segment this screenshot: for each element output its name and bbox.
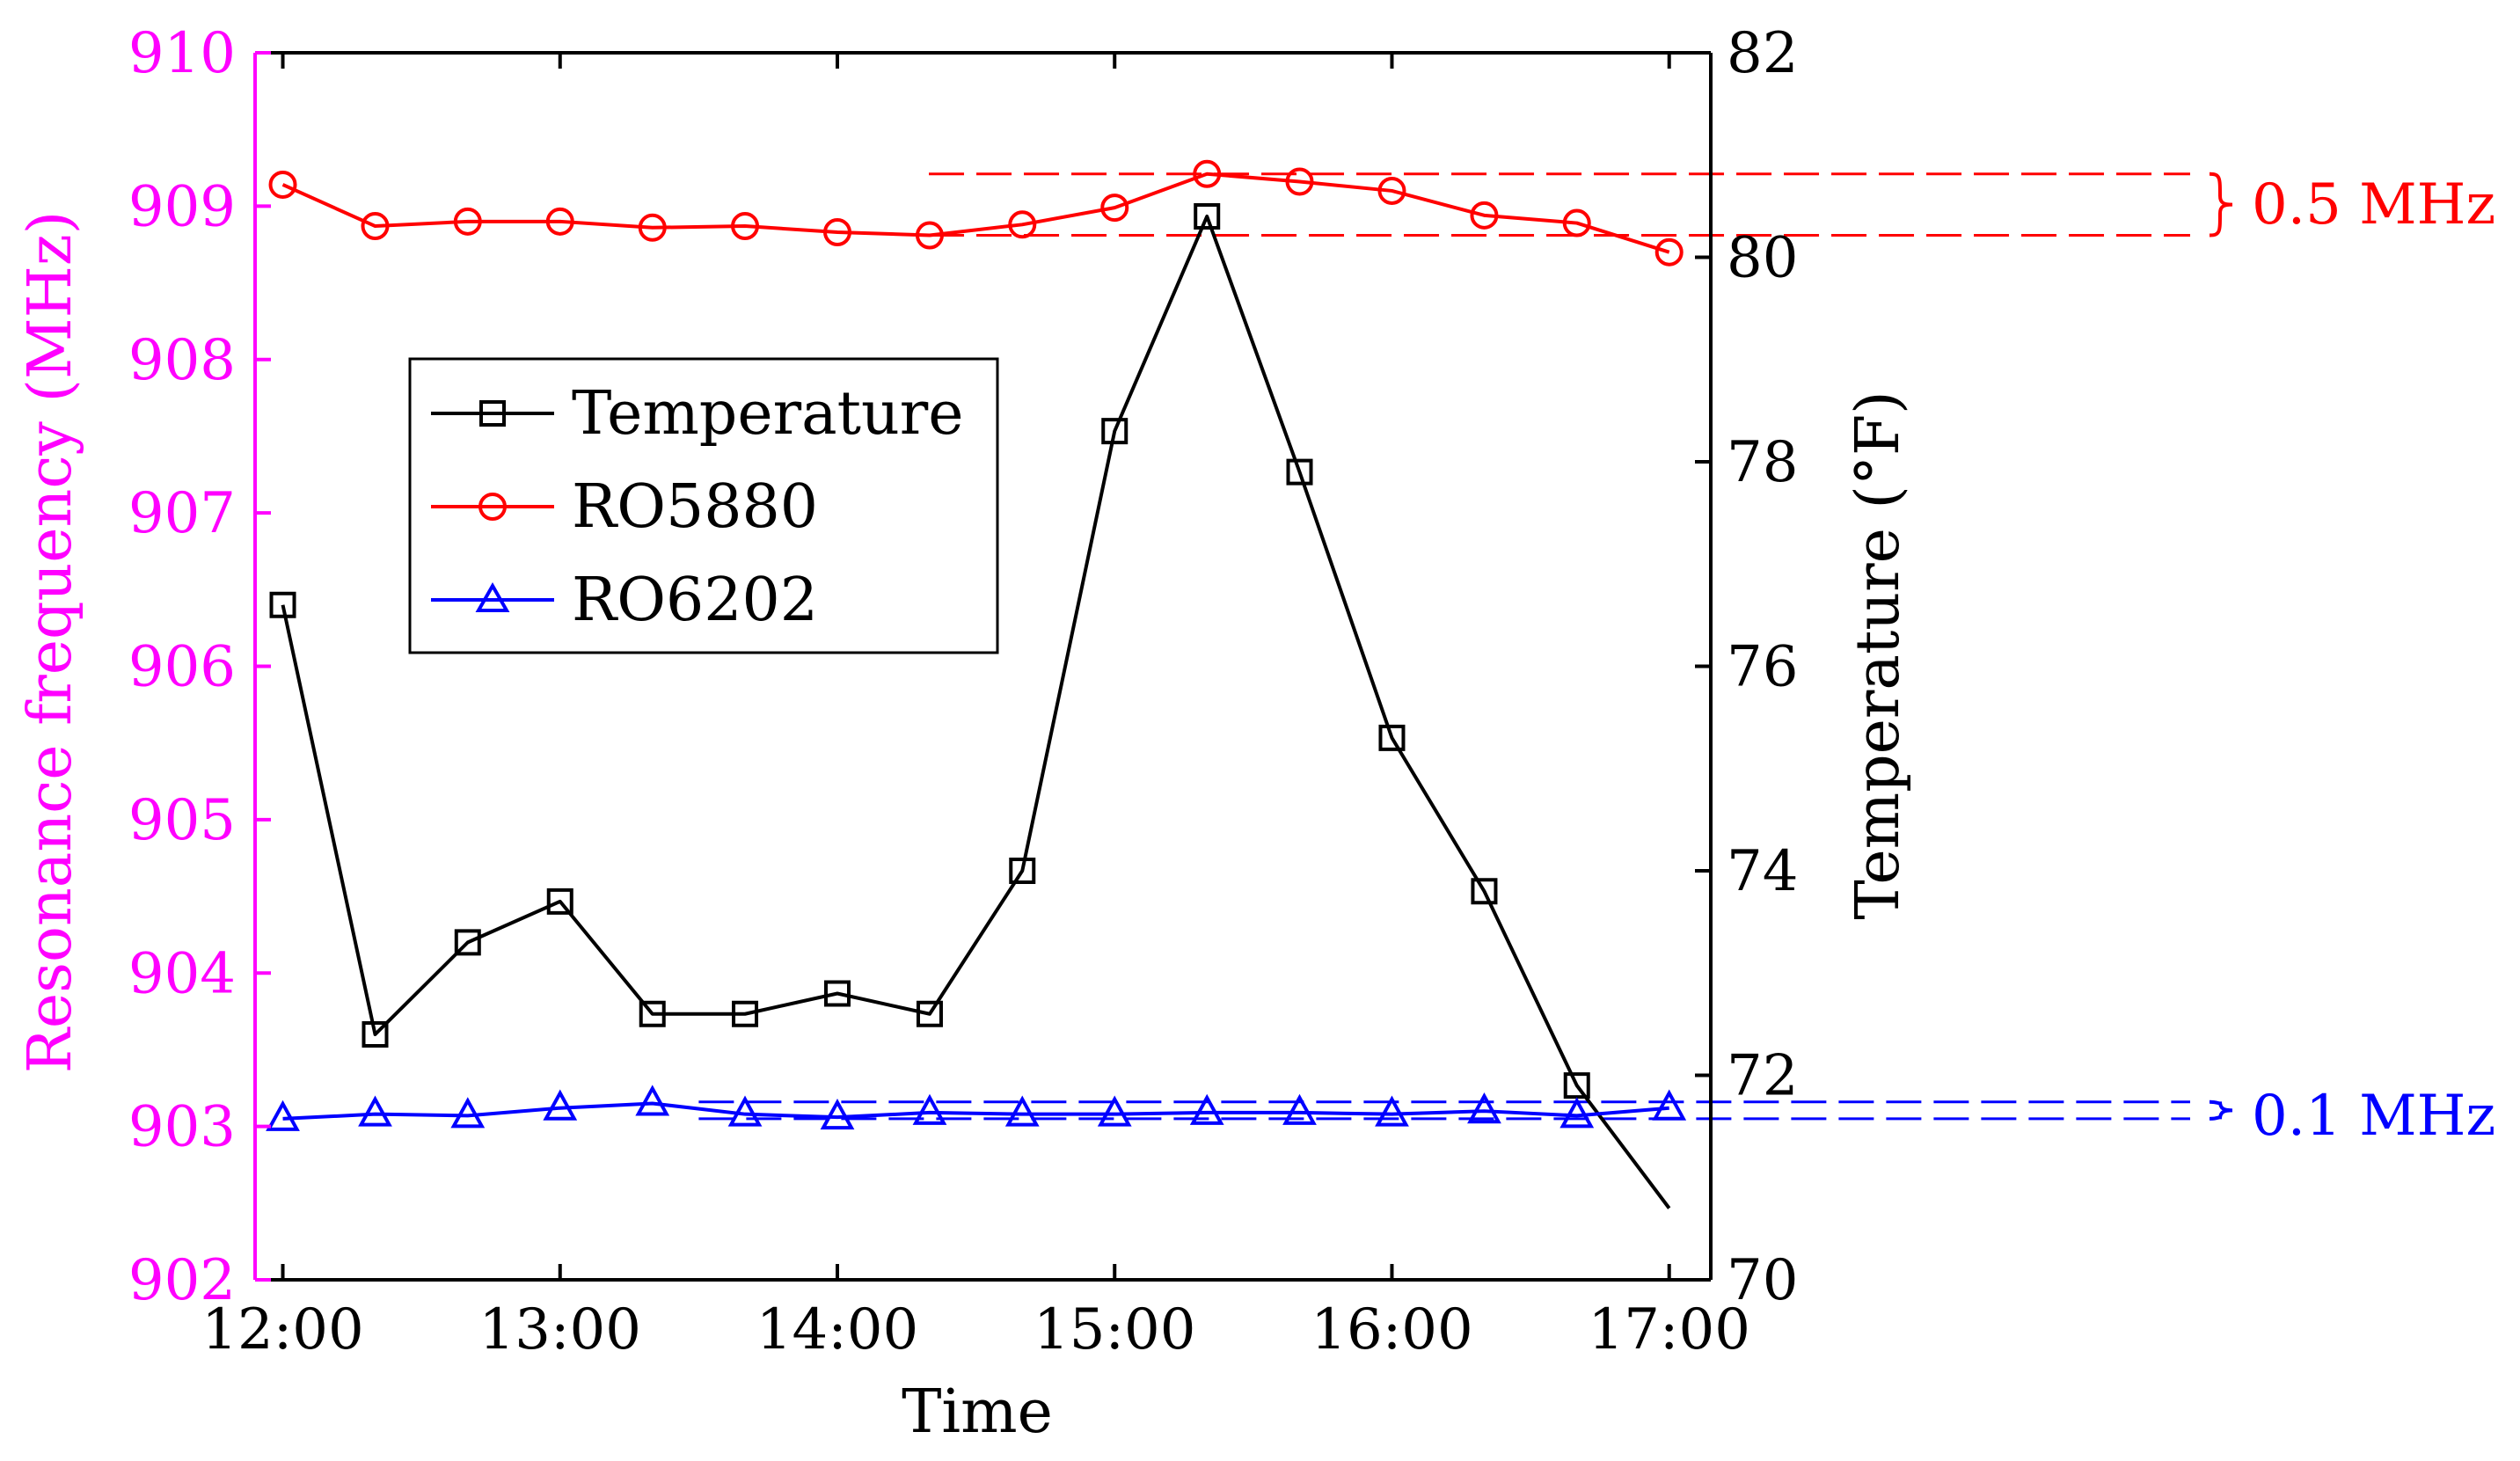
data-point-ro6202 <box>543 1089 578 1121</box>
data-point-temperature <box>732 1000 759 1027</box>
left-tick-label: 904 <box>128 941 236 1006</box>
legend-marker-ro6202 <box>475 581 510 612</box>
data-point-temperature <box>824 980 851 1007</box>
data-point-ro6202 <box>1097 1095 1132 1127</box>
right-tick-label: 80 <box>1727 226 1798 291</box>
series-line-temperature <box>281 215 1671 1209</box>
data-point-ro6202 <box>1559 1097 1595 1129</box>
left-axis-title: Resonance frequency (MHz) <box>16 211 85 1074</box>
data-point-temperature <box>639 1000 666 1027</box>
data-point-ro6202 <box>266 1099 300 1131</box>
bracket-annotations <box>698 172 2233 1121</box>
data-point-ro6202 <box>450 1097 486 1129</box>
data-point-temperature <box>1471 878 1498 905</box>
data-point-ro5880 <box>1285 167 1314 196</box>
data-point-ro5880 <box>915 221 944 250</box>
data-point-ro5880 <box>545 207 574 236</box>
data-point-temperature <box>546 888 573 915</box>
right-tick-label: 74 <box>1727 839 1798 904</box>
right-tick-label: 72 <box>1727 1044 1798 1109</box>
left-tick-label: 902 <box>128 1248 236 1313</box>
x-tick-label: 14:00 <box>756 1297 918 1362</box>
left-tick-label: 903 <box>128 1095 236 1160</box>
data-point-ro5880 <box>731 212 760 241</box>
x-tick-label: 15:00 <box>1034 1297 1195 1362</box>
data-point-ro5880 <box>1008 210 1037 239</box>
data-point-temperature <box>362 1021 389 1048</box>
legend-label-ro5880: RO5880 <box>572 472 818 542</box>
data-point-ro5880 <box>823 218 851 247</box>
x-tick-label: 12:00 <box>201 1297 363 1362</box>
data-point-ro5880 <box>1562 208 1591 237</box>
right-tick-label: 78 <box>1727 430 1798 495</box>
data-point-temperature <box>1101 418 1129 445</box>
data-point-ro6202 <box>1004 1095 1040 1127</box>
legend-marker-ro5880 <box>478 493 507 521</box>
data-point-temperature <box>1286 458 1313 486</box>
x-tick-label: 13:00 <box>479 1297 641 1362</box>
annotation-label-ro6202: 0.1 MHz <box>2252 1084 2495 1149</box>
annotation-brace <box>2209 1099 2233 1121</box>
data-point-temperature <box>1194 203 1221 230</box>
x-tick-label: 16:00 <box>1311 1297 1472 1362</box>
data-point-ro6202 <box>1652 1089 1687 1121</box>
right-tick-label: 82 <box>1727 21 1798 86</box>
data-point-temperature <box>269 591 296 618</box>
legend-label-ro6202: RO6202 <box>572 566 818 635</box>
right-tick-label: 76 <box>1727 635 1798 700</box>
axes: 902 903 904 905 906 907 908 909 910 70 72 74 76 78 80 8… <box>128 21 1799 1362</box>
left-tick-label: 905 <box>128 788 236 853</box>
data-point-ro5880 <box>1100 194 1129 223</box>
right-tick-label: 70 <box>1727 1248 1798 1313</box>
data-point-ro6202 <box>1282 1093 1317 1125</box>
data-point-ro5880 <box>638 213 667 242</box>
left-tick-label: 908 <box>128 328 236 393</box>
data-point-temperature <box>454 929 481 956</box>
x-tick-label: 17:00 <box>1588 1297 1749 1362</box>
data-point-temperature <box>916 1000 943 1027</box>
x-axis-title: Time <box>902 1377 1053 1447</box>
series-line-ro5880 <box>281 172 1670 254</box>
right-axis-title: Temperature (°F) <box>1844 391 1913 919</box>
left-tick-label: 906 <box>128 635 236 700</box>
plot-series <box>266 159 1687 1209</box>
data-point-ro6202 <box>1375 1095 1409 1127</box>
data-point-ro5880 <box>1193 159 1222 188</box>
data-point-temperature <box>1378 724 1406 751</box>
left-tick-label: 907 <box>128 481 236 546</box>
annotation-brace <box>2209 172 2233 237</box>
data-point-ro5880 <box>453 207 482 236</box>
annotation-label-ro5880: 0.5 MHz <box>2252 172 2495 237</box>
data-point-ro6202 <box>358 1095 392 1127</box>
legend: Temperature RO5880 RO6202 <box>408 357 999 654</box>
series-line-ro6202 <box>282 1101 1669 1121</box>
data-point-ro6202 <box>1467 1092 1501 1124</box>
data-point-ro6202 <box>820 1099 855 1130</box>
data-point-temperature <box>1009 858 1036 884</box>
legend-marker-temperature <box>479 400 506 427</box>
legend-label-temperature: Temperature <box>572 379 964 449</box>
left-tick-label: 910 <box>128 21 236 86</box>
data-point-ro5880 <box>1654 237 1684 267</box>
data-point-ro6202 <box>635 1085 670 1116</box>
data-point-ro5880 <box>1377 176 1406 205</box>
data-point-ro5880 <box>268 170 297 199</box>
data-point-ro6202 <box>1189 1093 1224 1125</box>
data-point-ro6202 <box>727 1095 763 1127</box>
data-point-ro5880 <box>361 212 390 241</box>
left-tick-label: 909 <box>128 174 236 239</box>
data-point-ro5880 <box>1470 201 1499 230</box>
data-point-temperature <box>1563 1072 1590 1099</box>
data-point-ro6202 <box>912 1093 947 1125</box>
